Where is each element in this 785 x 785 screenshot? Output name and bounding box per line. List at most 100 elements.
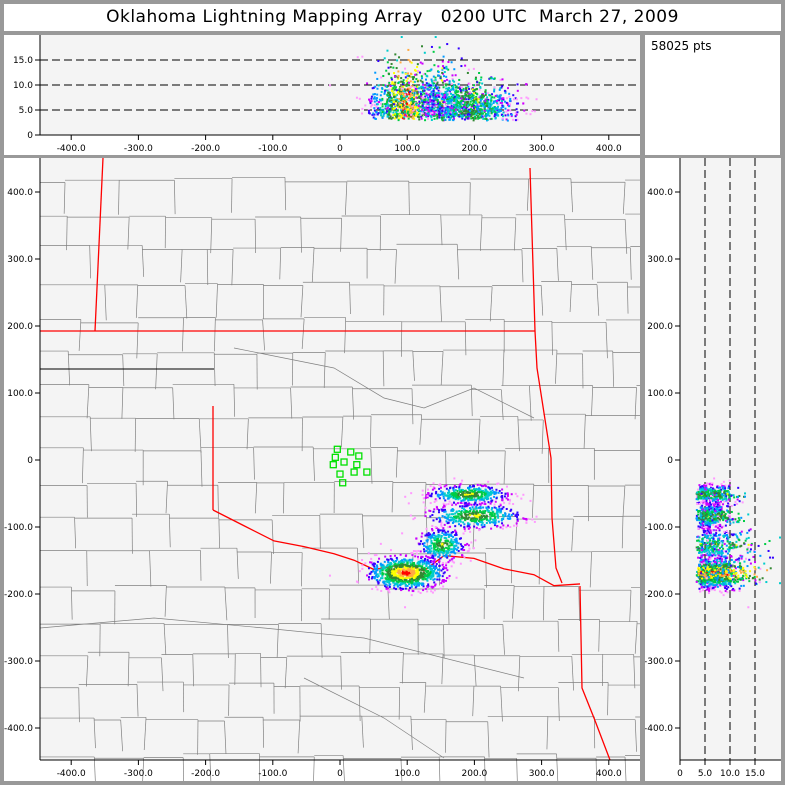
source-point <box>424 545 427 548</box>
source-point <box>463 526 466 529</box>
source-point <box>432 562 435 565</box>
texas-arkansas-border <box>579 585 611 761</box>
source-point <box>418 569 421 572</box>
source-point <box>466 91 469 94</box>
source-point <box>411 92 414 95</box>
source-point <box>397 114 400 117</box>
source-point <box>370 105 373 108</box>
source-point <box>451 531 454 534</box>
source-point <box>420 75 423 78</box>
source-point <box>740 584 743 587</box>
source-point <box>389 100 392 103</box>
source-point <box>435 87 438 90</box>
source-point <box>448 574 451 577</box>
source-point <box>394 587 397 590</box>
county-line <box>596 284 600 316</box>
county-line <box>402 652 404 684</box>
source-point <box>508 515 511 518</box>
source-point <box>452 115 455 118</box>
source-point <box>392 581 395 584</box>
county-line <box>400 758 403 781</box>
source-point <box>461 95 464 98</box>
source-point <box>430 574 433 577</box>
source-point <box>441 93 444 96</box>
source-point <box>400 106 403 109</box>
source-point <box>388 581 391 584</box>
county-line <box>590 246 594 280</box>
source-point <box>361 55 364 58</box>
source-point <box>486 118 489 121</box>
source-point <box>513 524 516 527</box>
source-point <box>361 567 364 570</box>
source-point <box>432 84 435 87</box>
source-point <box>402 117 405 120</box>
source-point <box>451 77 454 80</box>
source-point <box>422 589 425 592</box>
source-point <box>451 521 454 524</box>
source-point <box>464 517 467 520</box>
source-point <box>699 590 702 593</box>
source-point <box>455 533 458 536</box>
source-point <box>448 89 451 92</box>
source-point <box>520 97 523 100</box>
source-point <box>466 95 469 98</box>
source-point <box>438 497 441 500</box>
source-point <box>491 507 494 510</box>
source-point <box>454 552 457 555</box>
source-point <box>475 96 478 99</box>
source-point <box>523 109 526 112</box>
source-point <box>423 542 426 545</box>
county-line <box>531 484 535 518</box>
source-point <box>462 114 465 117</box>
source-point <box>476 103 479 106</box>
county-line <box>598 619 600 652</box>
source-point <box>442 110 445 113</box>
source-point <box>465 86 468 89</box>
source-point <box>423 562 426 565</box>
source-point <box>386 100 389 103</box>
source-point <box>414 550 417 553</box>
source-point <box>412 98 415 101</box>
source-point <box>438 509 441 512</box>
source-point <box>431 488 434 491</box>
source-point <box>727 566 730 569</box>
county-line <box>516 758 518 781</box>
source-point <box>448 116 451 119</box>
source-point <box>405 565 408 568</box>
source-point <box>468 495 471 498</box>
source-point <box>384 111 387 114</box>
county-line <box>512 585 515 619</box>
source-point <box>514 119 517 122</box>
source-point <box>459 90 462 93</box>
source-point <box>444 90 447 93</box>
source-point <box>390 574 393 577</box>
source-point <box>469 94 472 97</box>
source-point <box>405 79 408 82</box>
source-point <box>390 563 393 566</box>
source-point <box>417 102 420 105</box>
source-point <box>485 115 488 118</box>
source-point <box>436 575 439 578</box>
source-point <box>432 510 435 513</box>
altitude-east-west-panel[interactable]: -400.0 -300.0 -200.0 -100.0 0 100.0 200.0 300.0… <box>4 35 640 155</box>
source-point <box>425 493 428 496</box>
county-line <box>423 682 427 713</box>
source-point <box>426 573 429 576</box>
source-point <box>443 505 446 508</box>
source-point <box>415 95 418 98</box>
x-axis-tick-label: -300.0 <box>124 144 153 154</box>
source-point <box>484 117 487 120</box>
source-point <box>432 575 435 578</box>
source-point <box>383 112 386 115</box>
source-point <box>409 80 412 83</box>
county-line <box>626 282 629 314</box>
source-point <box>430 541 433 544</box>
source-point <box>405 84 408 87</box>
source-point <box>426 114 429 117</box>
source-point <box>501 499 504 502</box>
source-point <box>395 580 398 583</box>
plan-view-map-panel[interactable]: -400.0 -300.0 -200.0 -100.0 0 100.0 200.0 300.0… <box>4 158 640 781</box>
source-point <box>423 576 426 579</box>
source-point <box>399 586 402 589</box>
north-south-altitude-panel[interactable]: 0 5.0 10.0 15.0400.0300.0200.0100.00-100.0-… <box>645 158 781 781</box>
